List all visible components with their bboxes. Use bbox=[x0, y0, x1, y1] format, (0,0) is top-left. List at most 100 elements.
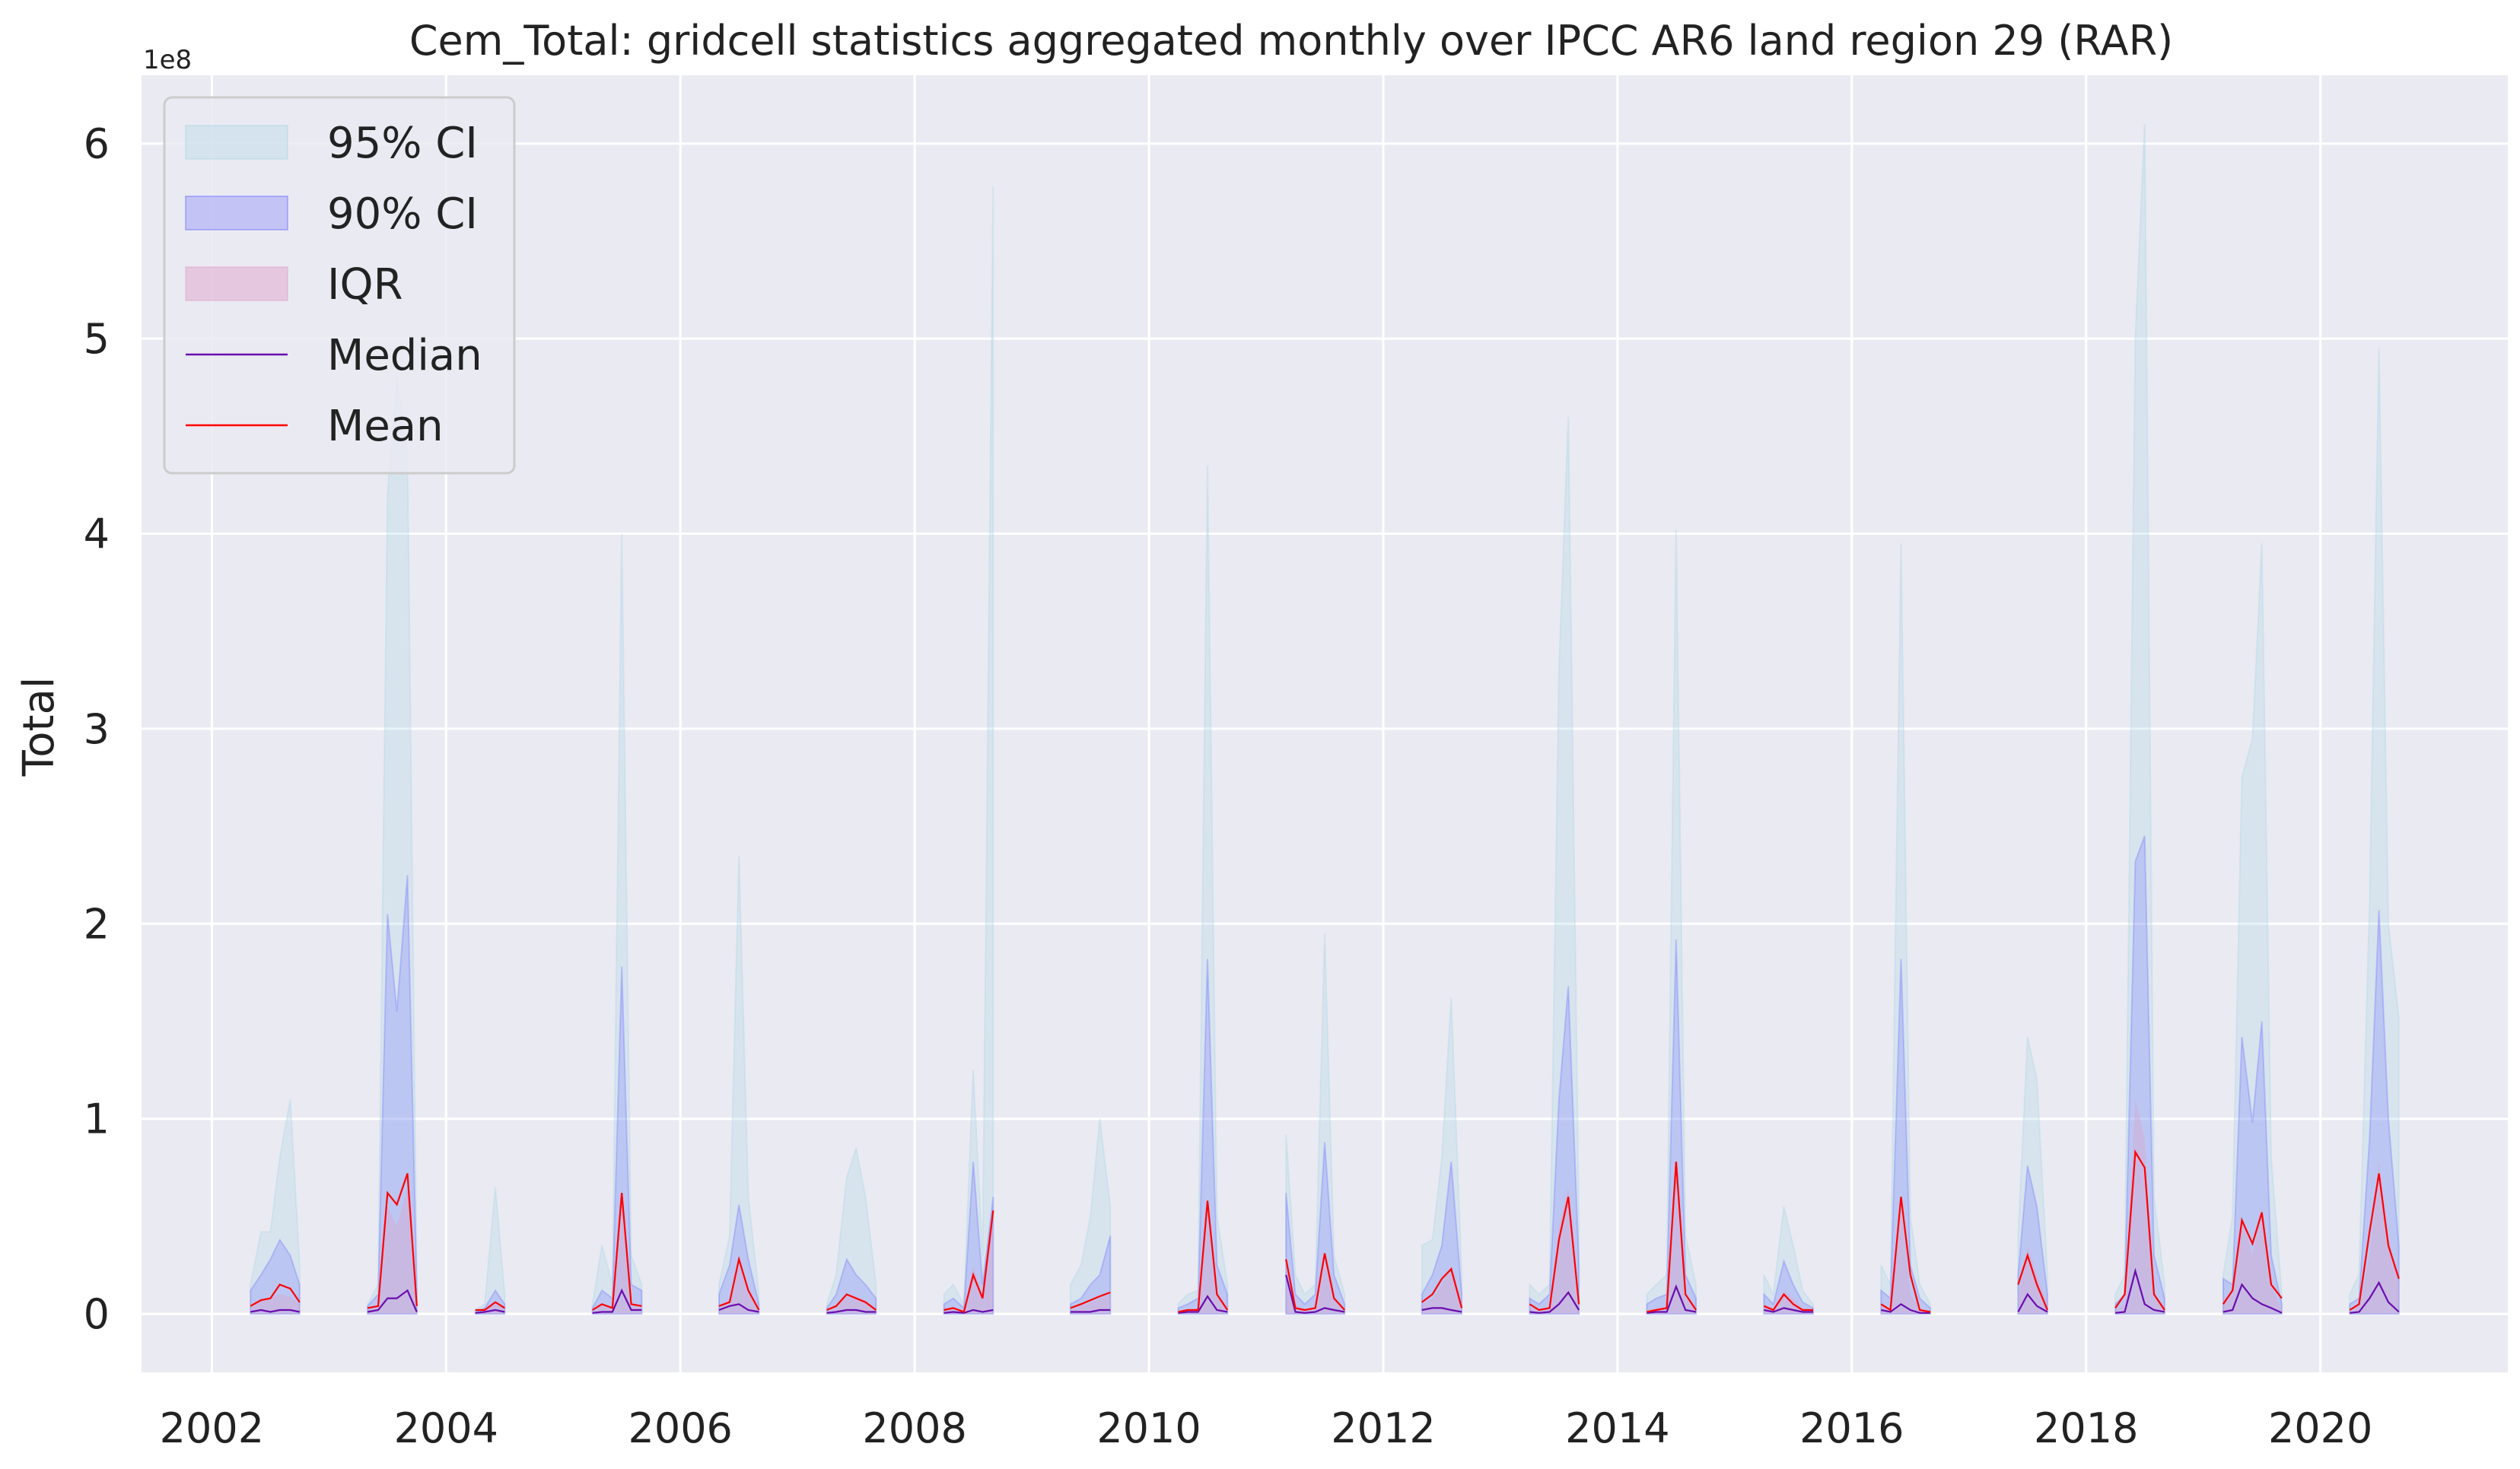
ci95-band bbox=[474, 1187, 506, 1315]
ci95-band bbox=[1763, 1206, 1814, 1315]
iqr-band bbox=[2350, 1162, 2399, 1315]
legend-label: Median bbox=[327, 331, 482, 380]
legend-item: Mean bbox=[186, 402, 444, 451]
series-segment bbox=[591, 533, 643, 1315]
series-layer bbox=[250, 124, 2400, 1315]
series-segment bbox=[474, 1187, 506, 1315]
ci95-band bbox=[718, 855, 760, 1315]
mean-line bbox=[718, 1255, 760, 1311]
mean-line bbox=[1070, 1291, 1111, 1309]
ci90-band bbox=[474, 1289, 506, 1315]
x-tick-label: 2002 bbox=[160, 1404, 264, 1452]
y-tick-label: 3 bbox=[84, 705, 110, 753]
median-line bbox=[1529, 1290, 1580, 1314]
median-line bbox=[943, 1308, 994, 1314]
mean-line bbox=[2017, 1252, 2048, 1311]
median-line bbox=[2017, 1293, 2048, 1313]
ci90-band bbox=[1529, 986, 1580, 1315]
mean-line bbox=[943, 1210, 994, 1313]
ci95-band bbox=[1880, 543, 1931, 1315]
x-tick-label: 2012 bbox=[1331, 1404, 1435, 1452]
ci95-band bbox=[1069, 1118, 1112, 1315]
mean-line bbox=[592, 1193, 642, 1311]
mean-line bbox=[250, 1283, 301, 1307]
ci95-band bbox=[1421, 997, 1463, 1315]
mean-line bbox=[475, 1301, 505, 1312]
plot-area bbox=[142, 75, 2508, 1372]
legend-item: 95% CI bbox=[185, 119, 478, 168]
series-segment bbox=[250, 1099, 301, 1315]
legend-label: IQR bbox=[327, 260, 403, 310]
ci90-band bbox=[1880, 959, 1931, 1315]
median-line bbox=[1070, 1308, 1111, 1313]
series-segment bbox=[826, 1147, 877, 1315]
mean-line bbox=[1285, 1253, 1346, 1312]
ci95-band bbox=[2017, 1036, 2048, 1315]
iqr-band bbox=[1529, 1187, 1580, 1315]
y-tick-label: 4 bbox=[84, 510, 110, 558]
mean-line bbox=[2114, 1149, 2165, 1311]
median-line bbox=[826, 1308, 877, 1314]
median-line bbox=[718, 1303, 759, 1313]
y-tick-label: 1 bbox=[84, 1095, 110, 1143]
ci90-band bbox=[2017, 1165, 2048, 1315]
legend-swatch bbox=[185, 266, 288, 301]
median-line bbox=[2115, 1267, 2165, 1314]
legend-swatch bbox=[185, 196, 288, 231]
ci90-band bbox=[1069, 1235, 1112, 1315]
iqr-band bbox=[368, 1187, 417, 1315]
x-tick-label: 2018 bbox=[2034, 1404, 2138, 1452]
ci95-band bbox=[1529, 416, 1580, 1315]
iqr-band bbox=[1421, 1265, 1462, 1315]
series-segment bbox=[1880, 543, 1931, 1315]
x-tick-label: 2020 bbox=[2268, 1404, 2372, 1452]
legend-label: Mean bbox=[327, 402, 444, 451]
ci90-band bbox=[1177, 959, 1229, 1315]
mean-line bbox=[1763, 1293, 1813, 1312]
ci90-band bbox=[2114, 835, 2165, 1315]
ci90-band bbox=[2222, 1021, 2283, 1315]
ci90-band bbox=[1285, 1142, 1346, 1315]
legend: 95% CI 90% CI IQR Median Mean bbox=[163, 96, 516, 475]
legend-box bbox=[163, 96, 516, 475]
mean-line bbox=[367, 1173, 418, 1309]
median-line bbox=[1764, 1307, 1813, 1313]
median-line bbox=[1285, 1274, 1345, 1314]
median-line bbox=[592, 1288, 642, 1314]
legend-swatch bbox=[185, 125, 288, 160]
grid bbox=[142, 75, 2508, 1372]
ci95-band bbox=[2222, 543, 2283, 1315]
y-tick-label: 0 bbox=[84, 1290, 110, 1338]
iqr-band bbox=[2222, 1207, 2282, 1315]
mean-line bbox=[1178, 1200, 1229, 1313]
series-segment bbox=[1177, 465, 1229, 1315]
mean-line bbox=[1880, 1197, 1931, 1313]
legend-label: 95% CI bbox=[327, 119, 478, 168]
ci95-band bbox=[367, 377, 418, 1315]
series-segment bbox=[1529, 416, 1580, 1315]
mean-line bbox=[1647, 1162, 1698, 1313]
median-line bbox=[1647, 1284, 1697, 1314]
median-line bbox=[2350, 1280, 2400, 1314]
series-segment bbox=[2017, 1036, 2048, 1315]
legend-label: 90% CI bbox=[327, 189, 478, 239]
iqr-band bbox=[1286, 1255, 1345, 1315]
series-segment bbox=[367, 377, 418, 1315]
series-segment bbox=[1285, 933, 1346, 1315]
mean-line bbox=[1421, 1267, 1463, 1308]
ci90-band bbox=[367, 875, 418, 1315]
ci95-band bbox=[826, 1147, 877, 1315]
x-tick-label: 2004 bbox=[394, 1404, 498, 1452]
median-line bbox=[475, 1308, 505, 1314]
ci95-band bbox=[943, 186, 994, 1315]
y-tick-label: 2 bbox=[84, 900, 110, 948]
chart-title: Cem_Total: gridcell statistics aggregate… bbox=[409, 17, 2173, 65]
ci95-band bbox=[591, 533, 643, 1315]
series-segment bbox=[2349, 348, 2400, 1315]
mean-line bbox=[2349, 1173, 2400, 1311]
mean-line bbox=[1529, 1196, 1580, 1312]
ci90-band bbox=[250, 1238, 301, 1315]
ci90-band bbox=[2349, 910, 2400, 1315]
y-tick-label: 6 bbox=[84, 120, 110, 168]
ci90-band bbox=[1646, 939, 1698, 1315]
